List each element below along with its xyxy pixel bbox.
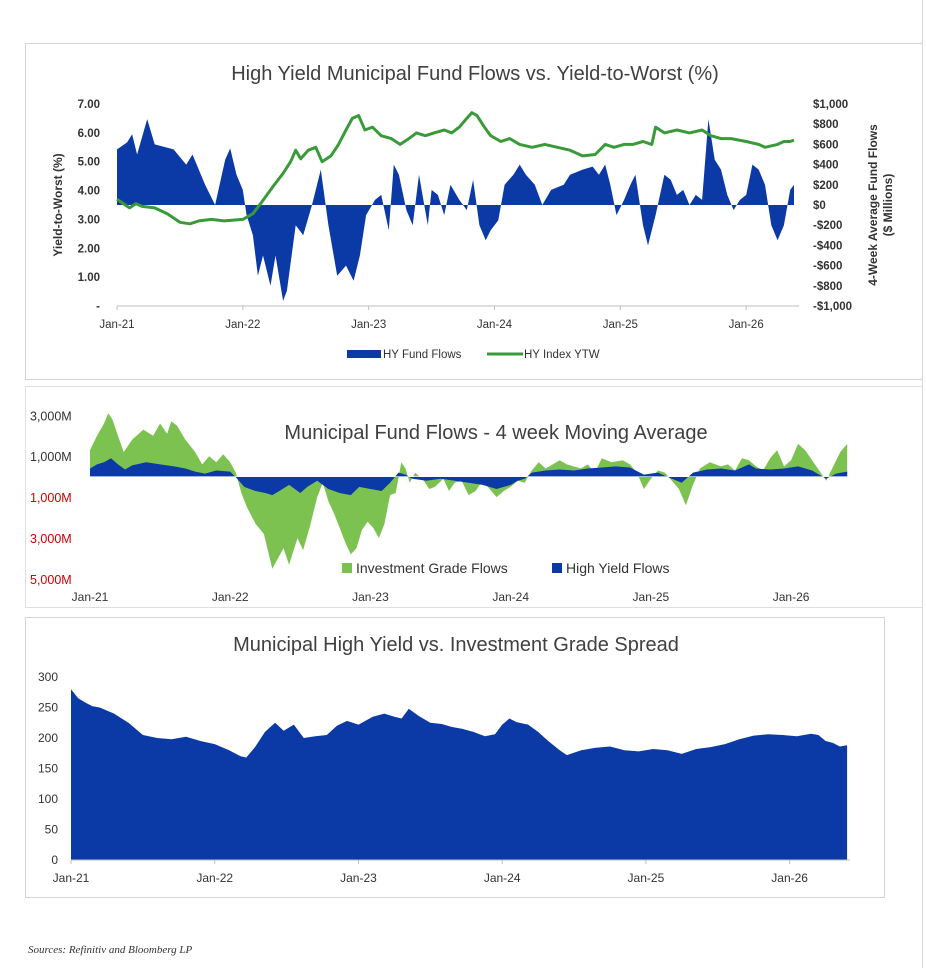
chart-2-x-tick-label: Jan-25 [633, 590, 670, 604]
chart-3-y-tick-label: 200 [38, 731, 58, 745]
chart-1-y2-tick-label: $200 [813, 180, 839, 192]
chart-2-y-tick-label: 3,000M [30, 409, 72, 423]
chart-1-legend: HY Fund Flows HY Index YTW [347, 349, 600, 361]
chart-1-y2-tick-label: -$200 [813, 220, 842, 232]
chart-2-x-tick-label: Jan-26 [773, 590, 810, 604]
chart-3-x-tick-label: Jan-26 [771, 871, 808, 885]
hy-vs-ig-spread-chart: Municipal High Yield vs. Investment Grad… [25, 617, 885, 898]
hy-fund-flows-vs-ytw-chart: High Yield Municipal Fund Flows vs. Yiel… [25, 43, 923, 380]
chart-2-y-tick-label: 1,000M [30, 491, 72, 505]
legend-swatch-hy-fund-flows [347, 350, 381, 358]
chart-1-y2-tick-label: $400 [813, 160, 839, 172]
municipal-fund-flows-moving-average-chart: Municipal Fund Flows - 4 week Moving Ave… [25, 386, 923, 608]
hy-ig-spread-area [71, 689, 848, 860]
chart-2-x-tick-label: Jan-23 [352, 590, 389, 604]
chart-3-x-tick-label: Jan-21 [53, 871, 90, 885]
chart-1-y2-tick-label: $1,000 [813, 99, 848, 111]
legend-label-hy-index-ytw: HY Index YTW [524, 349, 600, 361]
chart-2-title: Municipal Fund Flows - 4 week Moving Ave… [284, 422, 707, 444]
chart-1-title: High Yield Municipal Fund Flows vs. Yiel… [231, 63, 719, 85]
chart-1-y-tick-label: 1.00 [78, 272, 100, 284]
chart-2-x-tick-label: Jan-21 [72, 590, 109, 604]
chart-1-y2-axis-label-line1: 4-Week Average Fund Flows [866, 124, 880, 286]
chart-1-y2-tick-label: -$600 [813, 261, 842, 273]
chart-3-x-tick-label: Jan-24 [484, 871, 521, 885]
chart-1-y2-tick-label: $800 [813, 119, 839, 131]
chart-2-svg: Municipal Fund Flows - 4 week Moving Ave… [30, 409, 850, 604]
chart-1-y2-axis-label-line2: ($ Millions) [881, 174, 895, 237]
chart-2-y-tick-label: 1,000M [30, 450, 72, 464]
chart-3-x-tick-label: Jan-25 [628, 871, 665, 885]
chart-1-y2-tick-label: $600 [813, 139, 839, 151]
chart-3-title: Municipal High Yield vs. Investment Grad… [233, 634, 679, 656]
page-frame-line [922, 0, 923, 968]
chart-3-x-tick-label: Jan-23 [340, 871, 377, 885]
chart-3-svg: Municipal High Yield vs. Investment Grad… [38, 634, 850, 885]
chart-3-y-tick-label: 250 [38, 701, 58, 715]
chart-1-x-tick-label: Jan-25 [603, 319, 638, 331]
chart-2-x-tick-label: Jan-24 [492, 590, 529, 604]
chart-3-y-tick-label: 300 [38, 670, 58, 684]
chart-1-y-tick-label: - [96, 301, 100, 313]
chart-2-y-tick-label: 3,000M [30, 532, 72, 546]
legend-swatch-high-yield [552, 563, 562, 573]
chart-2-y-tick-label: 5,000M [30, 573, 72, 587]
chart-1-x-tick-label: Jan-21 [99, 319, 134, 331]
chart-1-y2-tick-label: -$1,000 [813, 301, 852, 313]
chart-3-y-tick-label: 0 [51, 853, 58, 867]
legend-swatch-investment-grade [342, 563, 352, 573]
chart-1-y2-tick-label: $0 [813, 200, 826, 212]
chart-3-y-tick-label: 100 [38, 792, 58, 806]
hy-index-ytw-line [116, 111, 795, 226]
chart-1-y-axis-label: Yield-to-Worst (%) [51, 153, 65, 256]
chart-1-y-tick-label: 3.00 [78, 214, 100, 226]
legend-label-high-yield: High Yield Flows [566, 560, 670, 576]
hy-fund-flows-area [117, 119, 794, 301]
chart-1-x-tick-label: Jan-26 [729, 319, 764, 331]
sources-note: Sources: Refinitiv and Bloomberg LP [28, 944, 193, 956]
chart-1-y-tick-label: 5.00 [78, 157, 100, 169]
chart-2-legend: Investment Grade Flows High Yield Flows [342, 560, 670, 576]
chart-1-x-tick-label: Jan-24 [477, 319, 513, 331]
chart-1-y-tick-label: 2.00 [78, 243, 100, 255]
chart-3-y-tick-label: 150 [38, 762, 58, 776]
legend-label-hy-fund-flows: HY Fund Flows [383, 349, 462, 361]
chart-1-y-tick-label: 4.00 [78, 186, 100, 198]
chart-1-y2-tick-label: -$800 [813, 281, 842, 293]
legend-label-investment-grade: Investment Grade Flows [356, 560, 508, 576]
chart-3-x-tick-label: Jan-22 [196, 871, 233, 885]
chart-1-x-tick-label: Jan-23 [351, 319, 386, 331]
chart-1-svg: High Yield Municipal Fund Flows vs. Yiel… [51, 63, 895, 361]
chart-2-x-tick-label: Jan-22 [212, 590, 249, 604]
chart-1-y2-tick-label: -$400 [813, 240, 842, 252]
chart-3-y-tick-label: 50 [45, 823, 59, 837]
chart-1-y-tick-label: 6.00 [78, 128, 100, 140]
chart-1-y-tick-label: 7.00 [78, 99, 100, 111]
chart-1-x-tick-label: Jan-22 [225, 319, 260, 331]
investment-grade-flows-area [90, 413, 848, 569]
